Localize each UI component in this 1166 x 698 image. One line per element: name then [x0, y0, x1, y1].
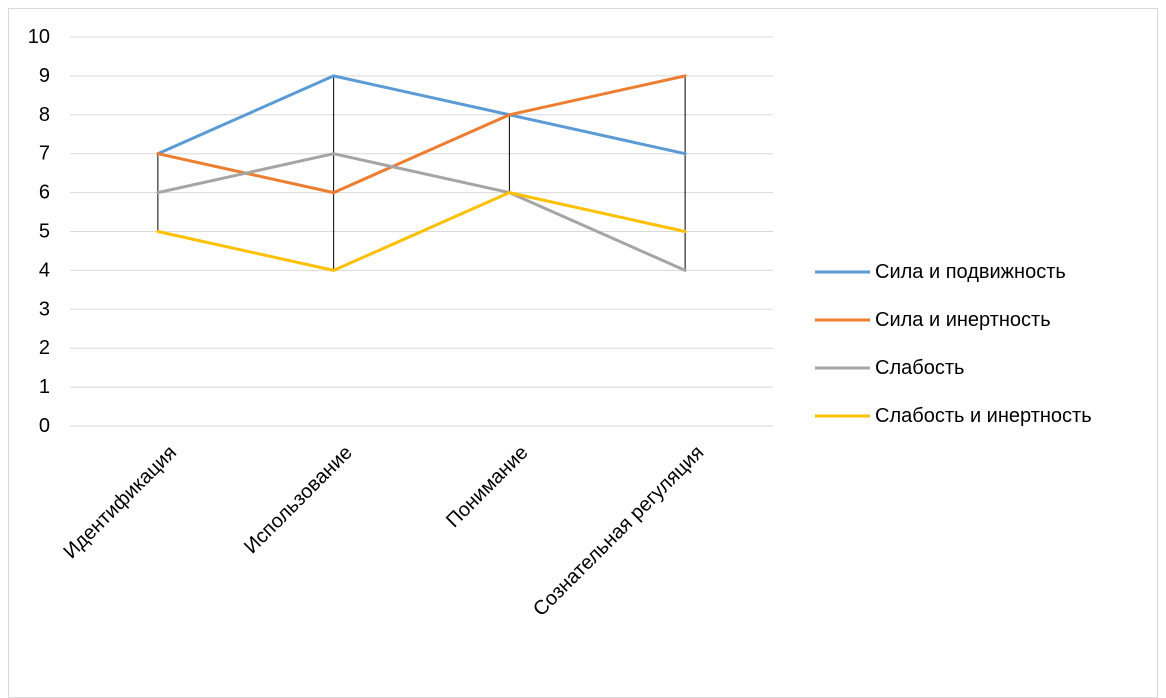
- y-tick-label: 5: [39, 221, 50, 243]
- y-tick-label: 2: [39, 337, 50, 359]
- y-tick-label: 0: [39, 415, 50, 437]
- legend-item: Сила и инертность: [815, 309, 1051, 331]
- legend-label: Слабость и инертность: [875, 405, 1092, 427]
- x-category-label: Сознательная регуляция: [529, 442, 708, 621]
- y-tick-label: 4: [39, 259, 50, 281]
- x-category-label: Понимание: [442, 442, 532, 532]
- y-tick-label: 3: [39, 298, 50, 320]
- legend-item: Сила и подвижность: [815, 261, 1066, 283]
- series-lines: [156, 74, 687, 272]
- legend-label: Сила и инертность: [875, 309, 1051, 331]
- legend-item: Слабость: [815, 357, 964, 379]
- y-tick-label: 8: [39, 104, 50, 126]
- line-chart: 0 1 2 3 4 5 6 7 8 9 10 Идентификация Использование П…: [28, 26, 1092, 621]
- y-tick-label: 1: [39, 376, 50, 398]
- high-low-lines: [157, 75, 686, 271]
- chart-frame: [8, 8, 1158, 698]
- x-category-label: Идентификация: [59, 442, 181, 564]
- x-axis-category-labels: Идентификация Использование ПониманиеСозна…: [59, 442, 708, 621]
- series-line: [156, 152, 687, 272]
- legend-label: Слабость: [875, 357, 964, 379]
- x-category-label: Использование: [240, 442, 357, 559]
- y-tick-label: 10: [28, 26, 50, 48]
- y-tick-label: 7: [39, 143, 50, 165]
- series-line: [156, 74, 687, 156]
- legend-label: Сила и подвижность: [875, 261, 1066, 283]
- legend: Сила и подвижность Сила и инертность Слабо…: [815, 261, 1092, 427]
- series-line: [156, 191, 687, 272]
- legend-item: Слабость и инертность: [815, 405, 1092, 427]
- y-tick-label: 6: [39, 182, 50, 204]
- y-axis-tick-labels: 0 1 2 3 4 5 6 7 8 9 10: [28, 26, 50, 437]
- gridlines: [70, 36, 773, 427]
- y-tick-label: 9: [39, 65, 50, 87]
